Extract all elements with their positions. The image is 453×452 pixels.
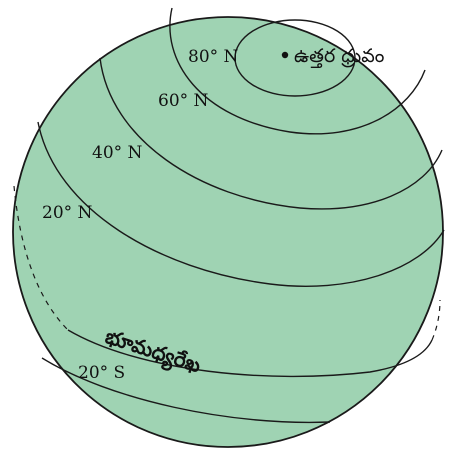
latitude-line-20n (37, 121, 445, 287)
label-60n: 60° N (158, 91, 209, 111)
north-pole-dot (281, 51, 289, 59)
equator-line-back-left (13, 185, 69, 331)
label-40n: 40° N (92, 143, 143, 163)
equator-line-back-right (431, 299, 441, 341)
north-pole-label: ఉత్తర ధ్రువం (294, 45, 384, 69)
label-80n: 80° N (188, 47, 239, 67)
label-20n: 20° N (42, 203, 93, 223)
latitude-line-40n (99, 57, 443, 210)
latitude-line-20s (41, 357, 331, 424)
latitude-line-60n (169, 7, 426, 135)
equator-line (67, 329, 433, 378)
label-20s: 20° S (78, 363, 125, 383)
latitude-line-80n (234, 19, 356, 97)
